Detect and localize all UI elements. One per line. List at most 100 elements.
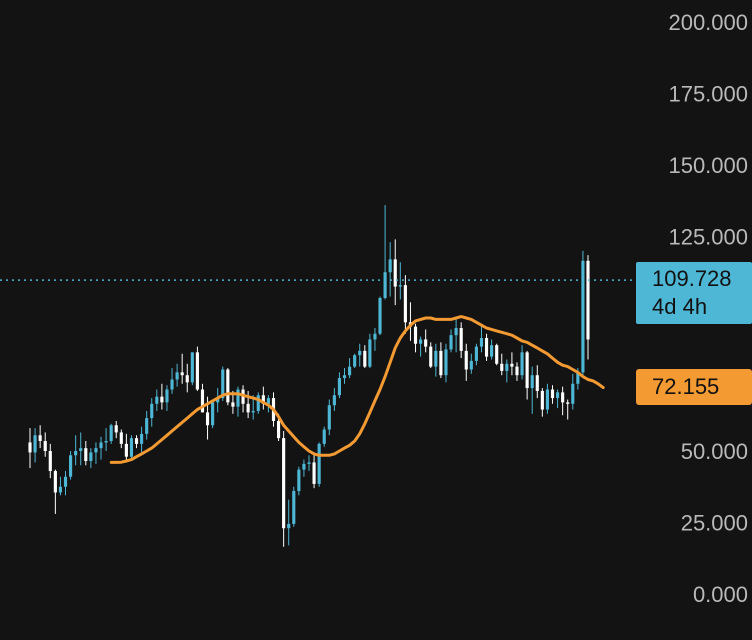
candle-body <box>378 297 382 334</box>
candle-body <box>413 326 418 344</box>
y-tick-label: 200.000 <box>668 10 748 35</box>
candle <box>74 435 78 466</box>
candle-body <box>373 333 377 340</box>
candle-body <box>550 389 555 399</box>
candle <box>124 433 128 463</box>
candle-body <box>226 369 230 403</box>
candle-body <box>312 462 316 484</box>
candle-body <box>256 395 260 411</box>
candle-body <box>510 363 514 367</box>
candle-body <box>383 272 387 298</box>
candle <box>155 389 159 411</box>
candle <box>190 352 194 386</box>
candle <box>261 386 265 410</box>
candle-body <box>358 350 362 356</box>
candle-body <box>459 328 463 351</box>
candle-body <box>43 440 47 451</box>
candle-body <box>155 396 159 404</box>
candle-body <box>84 448 88 462</box>
candle <box>327 399 331 436</box>
candle <box>145 410 149 440</box>
candle-body <box>398 285 402 287</box>
candle-body <box>571 383 575 404</box>
candle <box>211 399 215 429</box>
candle <box>378 296 382 336</box>
candle <box>459 322 463 359</box>
candle <box>525 350 529 400</box>
candle <box>515 362 519 381</box>
candle <box>175 363 179 387</box>
candle-body <box>292 491 296 524</box>
candle-body <box>150 403 154 419</box>
candle <box>114 420 118 439</box>
candle-body <box>205 412 210 426</box>
candle <box>33 428 37 463</box>
candle-body <box>561 392 565 403</box>
candle-body <box>99 442 103 449</box>
candle-body <box>302 463 306 470</box>
candle <box>353 353 357 369</box>
candle-body <box>525 352 529 389</box>
candle <box>449 329 453 353</box>
candle <box>236 386 240 417</box>
candle <box>454 319 458 353</box>
candle <box>287 499 291 546</box>
candle <box>434 343 438 377</box>
candle-body <box>231 402 235 407</box>
candle <box>134 435 139 449</box>
candle <box>226 368 230 406</box>
candle-body <box>160 396 164 403</box>
candle <box>398 262 402 300</box>
candle-body <box>28 442 32 453</box>
candle-body <box>348 366 352 376</box>
candle-body <box>434 350 438 367</box>
moving-average-badge: 72.155 <box>636 369 752 405</box>
candle-body <box>175 372 179 380</box>
candle-body <box>185 375 189 383</box>
candle-body <box>261 395 265 404</box>
candle-body <box>236 389 240 407</box>
candle <box>119 429 123 449</box>
candle-body <box>454 328 458 336</box>
candle-body <box>530 375 534 389</box>
candle <box>69 451 73 480</box>
candle <box>388 242 392 297</box>
candle <box>571 373 575 410</box>
candle-body <box>449 335 453 350</box>
candle <box>566 399 570 420</box>
candle-body <box>515 366 519 376</box>
candle-body <box>581 260 585 373</box>
candle <box>94 442 98 464</box>
candle-body <box>124 443 128 457</box>
candle <box>555 389 560 409</box>
candle-body <box>145 418 149 434</box>
candle-body <box>119 432 123 444</box>
y-tick-label: 125.000 <box>668 225 748 250</box>
y-tick-label: 0.000 <box>693 582 748 607</box>
candle <box>160 383 164 410</box>
candle-body <box>246 403 250 413</box>
candle <box>282 430 286 547</box>
candle <box>337 372 342 399</box>
candle <box>307 455 311 472</box>
candle-body <box>74 451 78 456</box>
candle <box>348 358 352 379</box>
candle <box>53 469 57 514</box>
candle <box>297 466 301 496</box>
candle-body <box>48 451 52 472</box>
candle <box>413 323 418 353</box>
candle <box>495 343 499 366</box>
candle <box>84 440 88 466</box>
candle-body <box>38 435 42 441</box>
candle-body <box>200 389 205 413</box>
candle <box>302 459 306 477</box>
candle <box>170 368 174 394</box>
candle-body <box>221 369 225 399</box>
candle-body <box>505 363 509 371</box>
candle <box>535 365 539 399</box>
candle-body <box>342 375 347 379</box>
candle <box>469 353 473 374</box>
candle-body <box>134 438 139 444</box>
